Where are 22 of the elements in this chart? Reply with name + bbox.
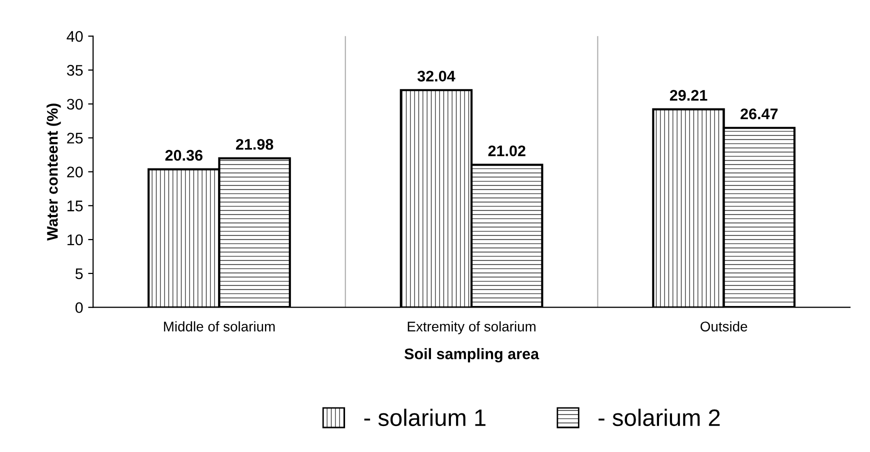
y-tick-label: 35 [66, 64, 83, 76]
y-tick-label: 25 [67, 132, 83, 144]
x-tick-label: Extremity of solarium [408, 321, 536, 334]
data-label: 21.98 [236, 138, 274, 150]
x-tick-label: Middle of solarium [164, 321, 275, 332]
data-label: 21.02 [488, 145, 526, 156]
data-label: 29.21 [670, 90, 708, 101]
y-tick-label: 10 [68, 234, 83, 246]
data-label: 20.36 [165, 150, 202, 161]
legend-label: - solarium 2 [598, 408, 720, 426]
legend-label: - solarium 1 [364, 408, 486, 426]
data-label: 32.04 [417, 70, 456, 82]
y-axis-title: Water conteent (%) [46, 104, 61, 241]
y-tick-label: 40 [66, 31, 83, 42]
y-tick-label: 20 [67, 166, 83, 178]
x-tick-label: Outside [700, 321, 748, 332]
y-tick-label: 15 [68, 200, 83, 212]
x-axis-title: Soil sampling area [404, 348, 540, 362]
data-label: 26.47 [740, 108, 778, 120]
y-tick-label: 0 [75, 302, 83, 314]
y-tick-label: 30 [66, 98, 83, 110]
y-tick-label: 5 [75, 268, 83, 280]
